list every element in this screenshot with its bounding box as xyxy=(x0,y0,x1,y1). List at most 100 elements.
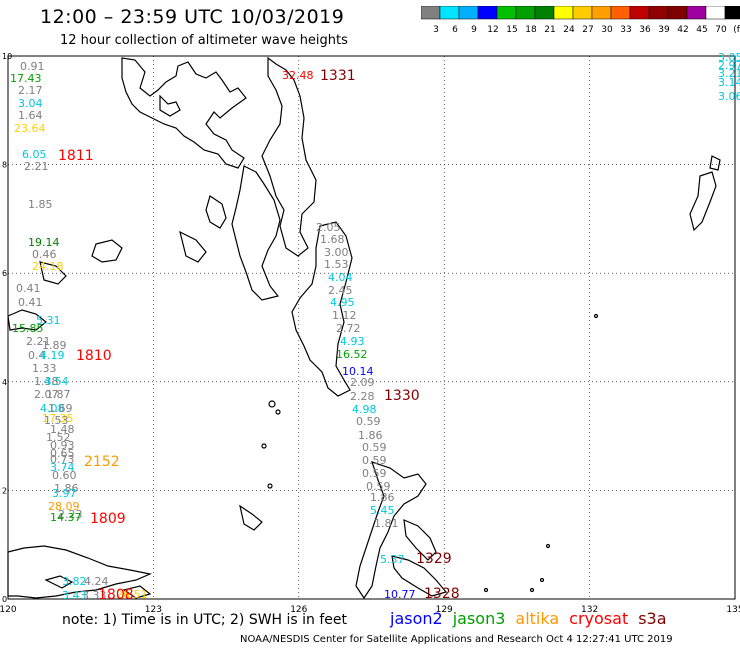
wave-height-value: 1.81 xyxy=(374,517,399,530)
wave-height-value: 3.00 xyxy=(324,246,349,259)
wave-height-value: 0.65 xyxy=(50,447,75,460)
wave-height-value: 0.73 xyxy=(50,453,75,466)
colorbar-label: 33 xyxy=(620,25,631,35)
y-tick-label: 10 xyxy=(2,52,12,61)
wave-height-value: 4.95 xyxy=(330,296,355,309)
wave-height-value: 0.59 xyxy=(362,454,387,467)
colorbar-label: 12 xyxy=(487,25,498,35)
track-1331: 32.48 1331 xyxy=(282,68,356,84)
x-tick-label: 123 xyxy=(145,605,162,615)
track-id-label: 1808 xyxy=(98,587,134,603)
track-east: 3.052.973.213.143.06 xyxy=(718,51,740,103)
wave-height-value: 4.04 xyxy=(328,271,353,284)
wave-height-value: 2.21 xyxy=(26,335,51,348)
wave-height-value: 1.53 xyxy=(324,258,349,271)
wave-height-value: 0.60 xyxy=(52,469,77,482)
wave-height-value: 1.53 xyxy=(44,414,69,427)
wave-height-value: 2.07 xyxy=(34,388,59,401)
wave-height-value: 1.52 xyxy=(46,431,71,444)
wave-height-value: 1.33 xyxy=(32,362,57,375)
wave-height-value: 3.82 xyxy=(62,575,87,588)
x-tick-label: 120 xyxy=(0,605,17,615)
wave-height-value: 6.05 xyxy=(22,148,47,161)
track-id-label: 2152 xyxy=(84,454,120,470)
wave-height-value: 2.28 xyxy=(350,390,375,403)
wave-height-value: 0.4 xyxy=(28,349,46,362)
track-1330: 2.051.683.001.534.042.454.951.122.724.93… xyxy=(316,221,420,530)
wave-height-value: 1.69 xyxy=(48,402,73,415)
colorbar-label: 6 xyxy=(452,25,458,35)
colorbar-label: 15 xyxy=(506,25,517,35)
colorbar-swatch xyxy=(724,6,740,20)
wave-height-value: 16.52 xyxy=(336,348,368,361)
wave-height-value: 0.41 xyxy=(16,282,41,295)
x-tick-label: 135 xyxy=(726,605,740,615)
wave-height-value: 1.64 xyxy=(18,109,43,122)
colorbar-label: 27 xyxy=(582,25,593,35)
wave-height-value: 1.89 xyxy=(42,339,67,352)
wave-height-value: 0.59 xyxy=(356,415,381,428)
wave-height-value: 4.19 xyxy=(40,349,65,362)
wave-height-value: 1.38 xyxy=(34,375,59,388)
y-tick-label: 8 xyxy=(2,161,7,170)
wave-height-value: 4.93 xyxy=(340,335,365,348)
legend-jason3: jason3 xyxy=(452,609,506,628)
wave-height-value: 1.86 xyxy=(370,491,395,504)
track-id-label: 1810 xyxy=(76,348,112,364)
wave-height-value: 4.98 xyxy=(352,403,377,416)
legend-altika: altika xyxy=(515,609,560,628)
track-2152: 2.071.874.081.6917.351.531.481.520.930.6… xyxy=(34,388,120,524)
track-id-label: 1328 xyxy=(424,586,460,602)
wave-height-value: 0.59 xyxy=(366,480,391,493)
axis-ticks: 120 123 126 129 132 135 0 2 4 6 8 10 xyxy=(0,52,740,615)
wave-height-value: 0.93 xyxy=(50,439,75,452)
colorbar-label: 18 xyxy=(525,25,537,35)
wave-height-value: 14.37 xyxy=(50,511,82,524)
wave-height-value: 4.08 xyxy=(40,402,65,415)
wave-height-value: 0.59 xyxy=(362,441,387,454)
wave-height-value: 15.85 xyxy=(12,322,44,335)
wave-height-value: 1.86 xyxy=(54,482,79,495)
colorbar-label: 21 xyxy=(544,25,555,35)
wave-height-value: 0.91 xyxy=(20,60,45,73)
wave-height-value: 3.43 xyxy=(62,589,87,602)
wave-height-value: 1.48 xyxy=(50,423,75,436)
track-id-label: 1331 xyxy=(320,68,356,84)
wave-height-value: 2.21 xyxy=(24,160,49,173)
wave-height-value: 3.74 xyxy=(50,461,75,474)
wave-height-value: 1.12 xyxy=(332,309,357,322)
wave-height-value: 2.45 xyxy=(328,284,353,297)
x-tick-label: 129 xyxy=(436,605,453,615)
wave-height-value: 4.24 xyxy=(84,575,109,588)
legend-s3a: s3a xyxy=(638,609,667,628)
map-subtitle: 12 hour collection of altimeter wave hei… xyxy=(60,33,348,48)
colorbar-label: 30 xyxy=(601,25,613,35)
wave-height-value: 3.97 xyxy=(52,487,77,500)
track-1329: 5.37 1329 xyxy=(380,551,452,567)
wave-height-value: 28.09 xyxy=(48,500,80,513)
track-id-label: 1811 xyxy=(58,148,94,164)
colorbar-label: 39 xyxy=(658,25,670,35)
map-title: 12:00 – 23:59 UTC 10/03/2019 xyxy=(40,6,345,28)
colorbar-label: (ft) xyxy=(733,25,740,35)
coastline xyxy=(7,56,721,600)
wave-height-value: 0.46 xyxy=(32,248,57,261)
colorbar-label: 42 xyxy=(677,25,688,35)
footer-credit: NOAA/NESDIS Center for Satellite Applica… xyxy=(240,634,673,645)
wave-height-value: 3.04 xyxy=(18,97,43,110)
wave-height-value: 1.87 xyxy=(46,388,71,401)
x-tick-label: 126 xyxy=(290,605,307,615)
track-1809: 1809 xyxy=(90,511,126,527)
wave-height-value: 2.23 xyxy=(58,508,83,521)
wave-height-value: 3.06 xyxy=(718,90,740,103)
colorbar-label: 3 xyxy=(433,25,439,35)
legend-cryosat: cryosat xyxy=(569,609,629,628)
wave-height-value: 2.05 xyxy=(316,221,341,234)
wave-height-value: 17.43 xyxy=(10,72,42,85)
y-tick-label: 0 xyxy=(2,595,7,604)
wave-height-value: 0.41 xyxy=(18,296,43,309)
track-1810: 0.410.41 5.3115.852.211.890.44.191.331.38… xyxy=(12,282,112,388)
